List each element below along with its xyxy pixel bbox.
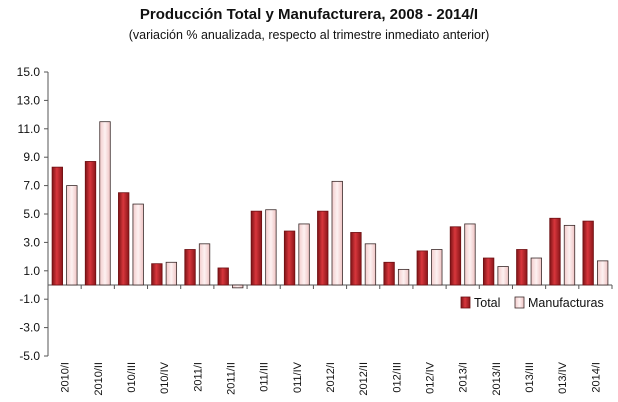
chart-subtitle: (variación % anualizada, respecto al tri… [128,28,490,42]
x-tick-label: 010/IV [159,361,171,393]
x-tick-label: 2013/I [458,362,470,393]
y-tick-label: 13.0 [17,93,41,107]
x-tick-label: 010/III [126,362,138,393]
bar-manufacturas [364,243,377,286]
y-tick-label: -3.0 [19,321,40,335]
x-tick-label: 2012/II [358,362,370,396]
bar-manufacturas [66,185,78,286]
legend-swatch-total [460,296,471,309]
x-tick-label: 2010/II [93,362,105,396]
bar-manufacturas [597,260,609,286]
bar-total [51,166,63,286]
bar-manufacturas [497,266,509,286]
bar-total [317,210,329,286]
bar-total [582,220,594,286]
x-tick-label: 013/IV [557,361,569,393]
bar-total [151,263,163,286]
y-tick-label: 9.0 [23,150,40,164]
bar-manufacturas [132,203,144,286]
y-tick-label: 1.0 [23,264,40,278]
bar-total [482,257,495,286]
x-tick-label: 012/IV [425,361,437,393]
bar-manufacturas [563,224,576,286]
x-tick-label: 2012/I [325,362,337,393]
y-tick-label: -5.0 [19,349,40,363]
x-tick-label: 2011/I [192,362,204,392]
bar-total [516,249,528,286]
bar-total [283,230,296,286]
y-tick-label: -1.0 [19,292,40,306]
y-tick-label: 3.0 [23,235,40,249]
legend-label-total: Total [474,296,500,310]
bar-total [217,267,229,286]
bar-manufacturas [99,121,111,286]
bar-total [383,261,395,286]
x-tick-label: 011/III [259,362,271,392]
bar-total [184,249,196,286]
bar-manufacturas [397,268,410,286]
x-tick-label: 2010/I [60,362,72,393]
bar-manufacturas [530,257,542,286]
x-tick-label: 011/IV [292,361,304,393]
y-tick-label: 15.0 [17,65,41,79]
y-tick-label: 11.0 [18,122,41,136]
bar-total [350,232,362,286]
chart-title: Producción Total y Manufacturera, 2008 -… [139,6,479,23]
bar-manufacturas [331,180,343,286]
legend-label-manufacturas: Manufacturas [528,296,604,310]
bar-manufacturas [165,261,178,286]
bar-total [84,161,97,286]
bar-total [118,192,130,286]
chart-legend: Total Manufacturas [460,296,604,310]
y-tick-label: 7.0 [23,179,40,193]
bar-total [416,250,428,286]
bar-total [449,226,462,286]
x-tick-label: 2013/II [491,362,503,396]
bar-total [549,217,561,286]
y-tick-label: 5.0 [23,207,40,221]
x-tick-label: 013/III [524,362,536,393]
x-axis-labels: 2010/I 2010/II 010/III 010/IV 2011/I 2011/II 0… [60,361,603,395]
chart-bars [51,121,613,289]
bar-manufacturas [232,284,244,289]
bar-manufacturas [198,243,211,286]
legend-swatch-manufacturas [514,296,525,309]
bar-manufacturas [298,223,310,286]
bar-manufacturas [431,249,443,286]
bar-total [250,210,263,286]
x-tick-label: 2014/I [590,362,602,393]
x-tick-label: 012/III [391,362,403,393]
bar-manufacturas [265,209,277,286]
bar-manufacturas [464,223,476,286]
x-tick-label: 2011/II [225,362,237,395]
